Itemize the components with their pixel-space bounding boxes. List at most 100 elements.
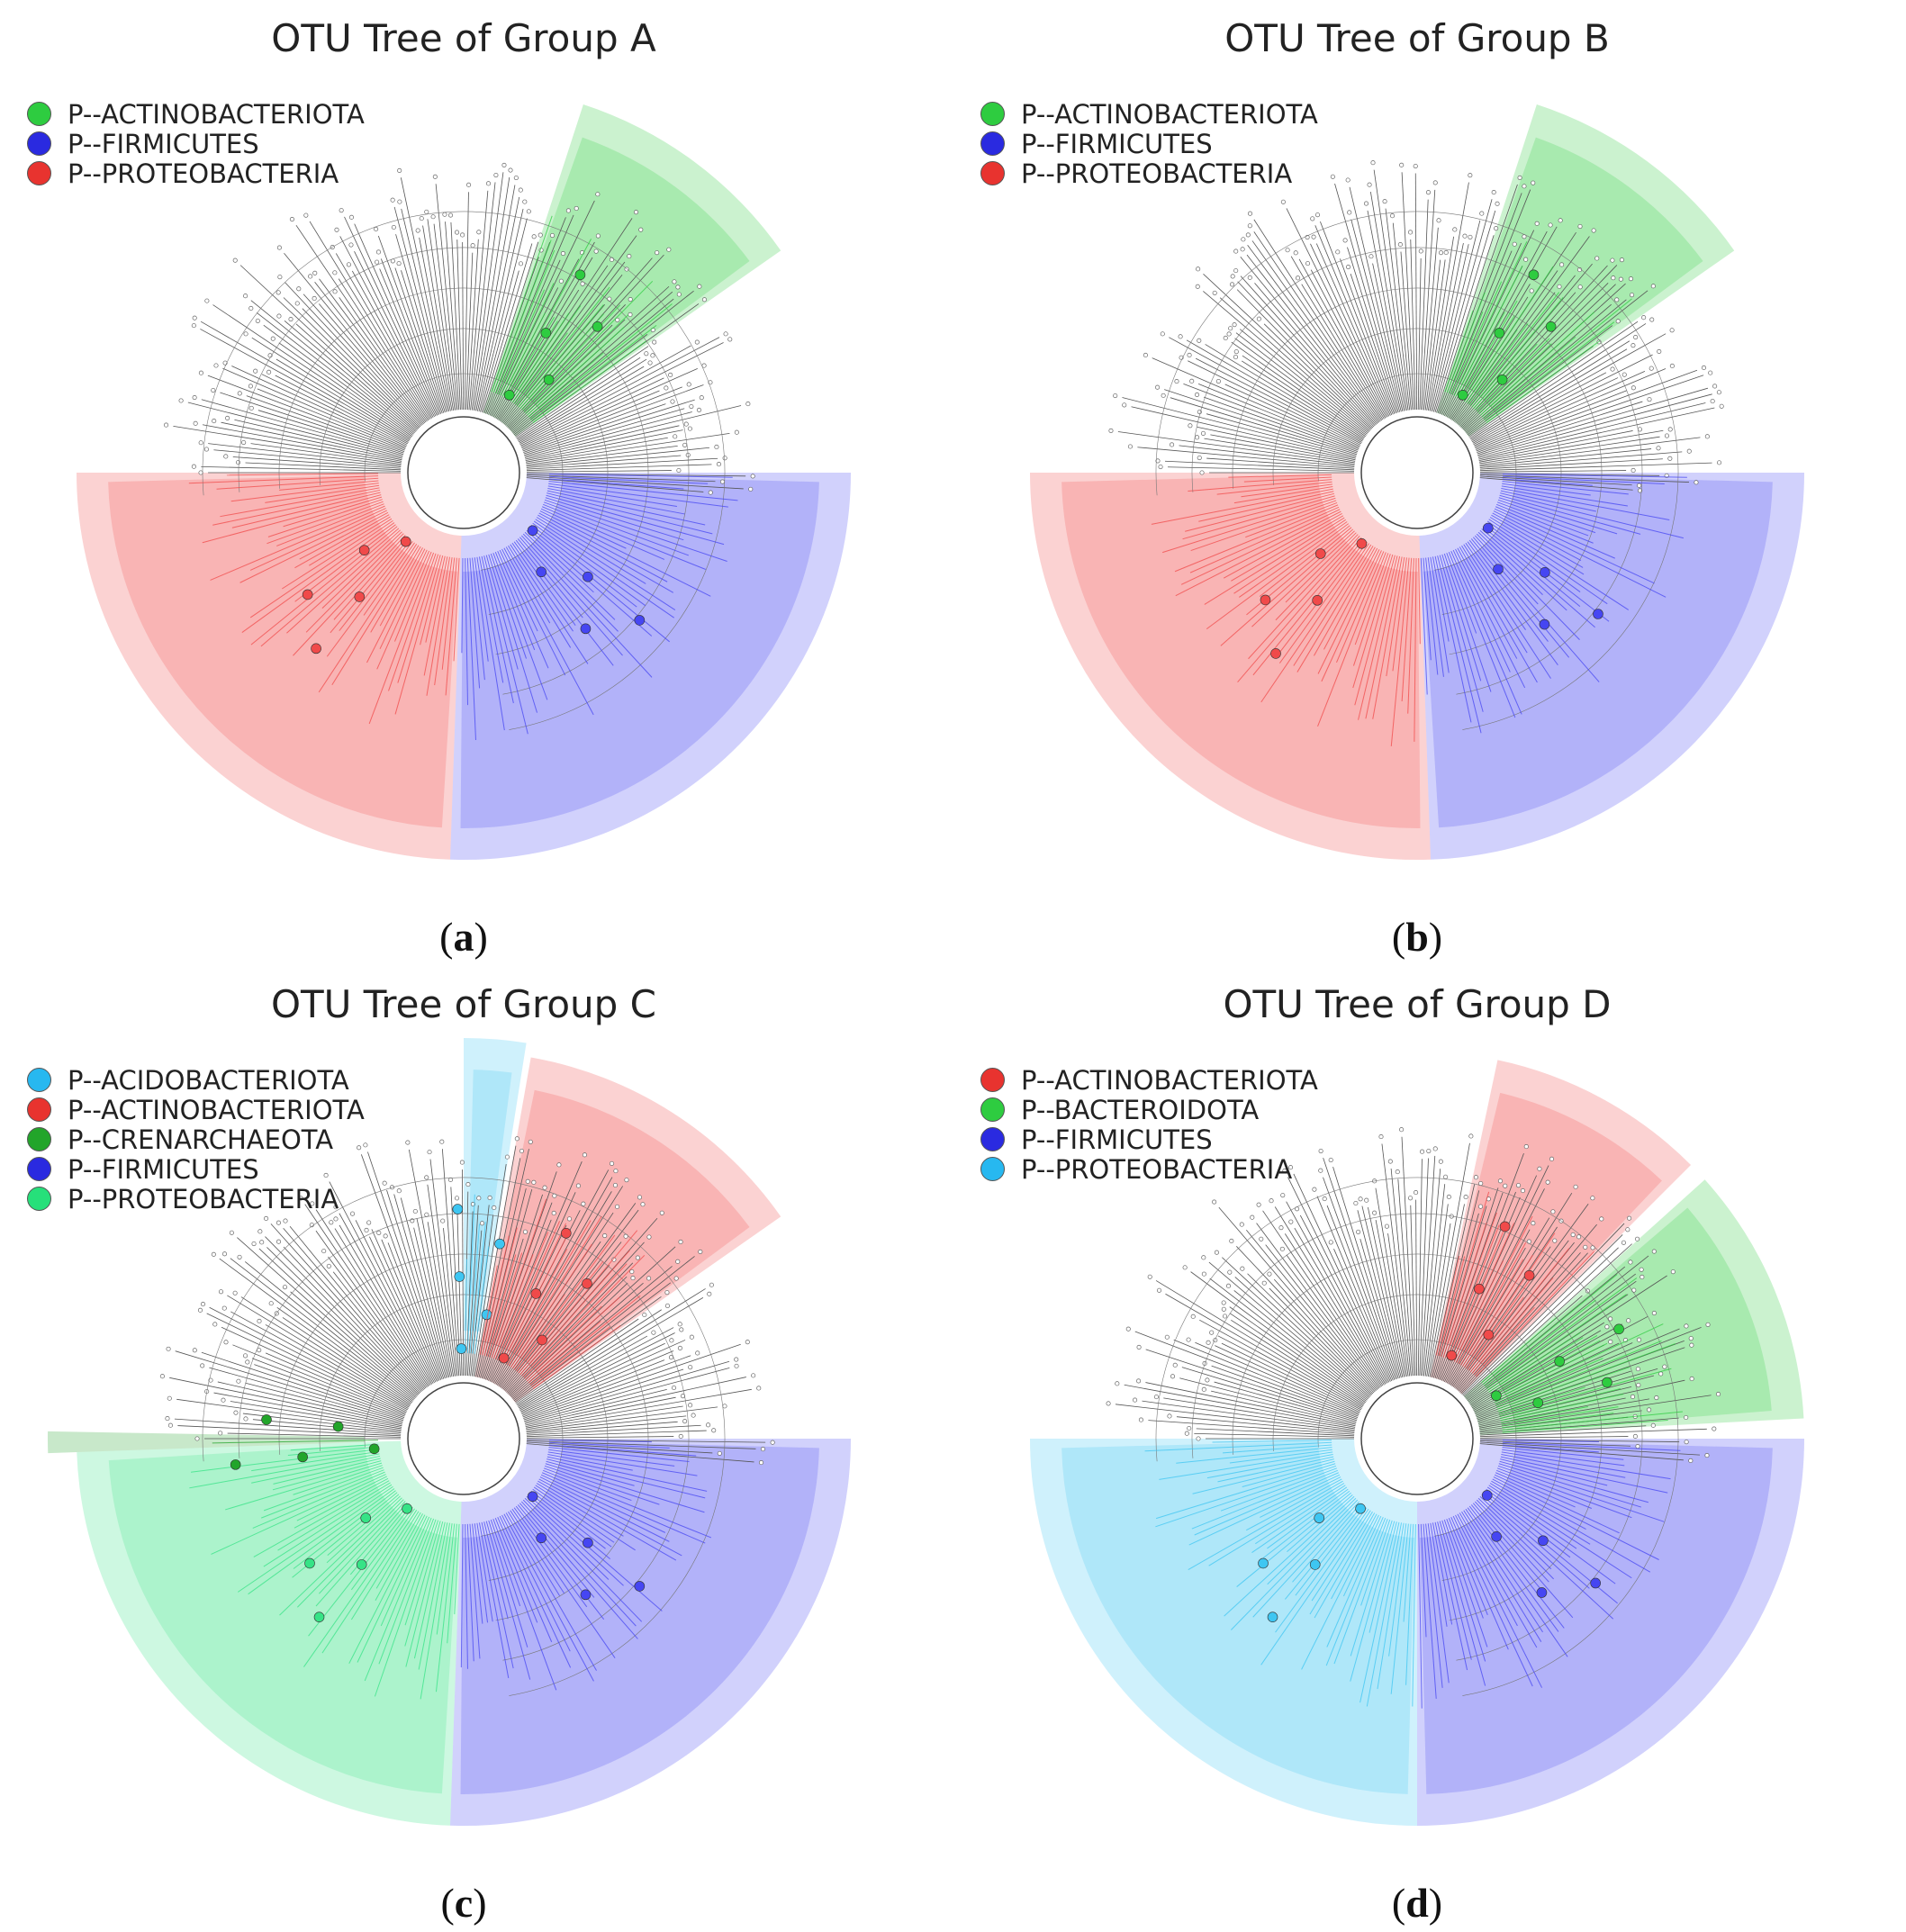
tree-branch [254, 1364, 405, 1419]
clade-branch [1437, 1521, 1472, 1660]
tree-branch [1462, 284, 1616, 430]
clade-branch [545, 1463, 705, 1513]
leaf-node [1256, 316, 1261, 321]
tree-branch [481, 243, 533, 413]
legend-dot-icon [27, 1127, 51, 1151]
leaf-node [1201, 1271, 1206, 1277]
leaf-node [236, 1378, 241, 1384]
tree-branch [1214, 1381, 1357, 1422]
clade-branch [1495, 1358, 1603, 1405]
leaf-node [257, 1229, 263, 1234]
tree-branch [1164, 389, 1358, 454]
leaf-node [1621, 372, 1627, 377]
tree-branch [265, 1352, 406, 1414]
tree-branch [1456, 275, 1576, 424]
tree-branch [525, 1396, 676, 1428]
leaf-node [595, 192, 601, 197]
clade-sector-inner [1419, 1440, 1773, 1794]
clade-branch [535, 1485, 636, 1551]
leaf-node [1214, 1250, 1219, 1255]
leaf-node [391, 224, 396, 230]
clade-branch [469, 1523, 481, 1659]
legend-dot-icon [27, 161, 51, 185]
tree-branch [507, 304, 626, 428]
clade-branch [376, 550, 430, 670]
clade-branch [1492, 512, 1582, 562]
tree-branch [355, 1220, 437, 1383]
clade-branch [1352, 554, 1391, 666]
clade-branch [1275, 534, 1359, 621]
tree-branch [1247, 245, 1380, 423]
tree-branch [1479, 451, 1683, 468]
leaf-node [447, 212, 454, 218]
tree-branch [1206, 457, 1355, 469]
clade-branch [276, 503, 384, 546]
clade-node [582, 1278, 592, 1289]
tree-branch [319, 303, 423, 426]
clade-branch [525, 314, 629, 414]
clade-branch [1489, 1483, 1591, 1545]
leaf-node [1233, 355, 1239, 360]
clade-node [1457, 390, 1468, 401]
clade-branch [492, 552, 548, 700]
leaf-node [716, 462, 722, 467]
leaf-node [682, 442, 688, 447]
tree-branch [524, 411, 692, 457]
leaf-node [1630, 467, 1636, 474]
tree-branch [1293, 1173, 1391, 1382]
clade-branch [1174, 504, 1339, 573]
leaf-node [1239, 1222, 1244, 1227]
tree-branch [200, 329, 409, 443]
clade-branch [413, 1521, 446, 1659]
clade-branch [1430, 1522, 1448, 1627]
leaf-node [689, 1334, 694, 1340]
tree-branch [1375, 1219, 1406, 1377]
leaf-node [1233, 349, 1239, 355]
legend-label: P--FIRMICUTES [1021, 1124, 1213, 1155]
leaf-node [1195, 435, 1200, 440]
legend-dot-icon [980, 161, 1005, 185]
leaf-node [200, 1363, 205, 1368]
leaf-node [745, 402, 751, 407]
leaf-node [257, 1348, 262, 1353]
leaf-node [611, 1257, 617, 1262]
tree-branch [219, 1258, 413, 1402]
tree-branch [1124, 1384, 1356, 1428]
leaf-node [405, 1140, 411, 1145]
tree-branch [230, 1311, 409, 1409]
tree-branch [1424, 259, 1446, 411]
clade-branch [497, 1516, 553, 1643]
leaf-node [208, 1377, 213, 1383]
clade-branch [485, 1521, 531, 1680]
tree-arc [1155, 1177, 1679, 1696]
clade-branch [1502, 483, 1591, 496]
tree-branch [1424, 1204, 1449, 1377]
tree-branch [278, 342, 412, 438]
clade-branch [1500, 1456, 1668, 1494]
clade-branch [293, 535, 406, 656]
clade-branch [1481, 528, 1595, 628]
leaf-node [382, 1180, 387, 1186]
clade-branch [1188, 1474, 1341, 1546]
leaf-node [1259, 1236, 1264, 1241]
leaf-node [357, 1145, 362, 1151]
tree-branch [1206, 413, 1357, 456]
clade-branch [1441, 1520, 1486, 1662]
clade-branch [1501, 1406, 1619, 1426]
clade-node [494, 1238, 505, 1250]
clade-node [1602, 1377, 1612, 1388]
tree-branch [221, 1326, 407, 1413]
clade-branch [1483, 298, 1632, 420]
clade-sector [1464, 1179, 1804, 1436]
leaf-node [1479, 211, 1485, 216]
clade-branch [531, 1326, 610, 1387]
clade-branch [1450, 550, 1522, 715]
tree-branch [1436, 235, 1495, 413]
leaf-node [1614, 297, 1620, 302]
leaf-node [1187, 352, 1192, 357]
clade-branch [474, 1246, 490, 1354]
clade-branch [364, 1517, 432, 1682]
clade-branch [388, 553, 437, 691]
leaf-node [236, 460, 241, 465]
clade-branch [1317, 552, 1387, 727]
